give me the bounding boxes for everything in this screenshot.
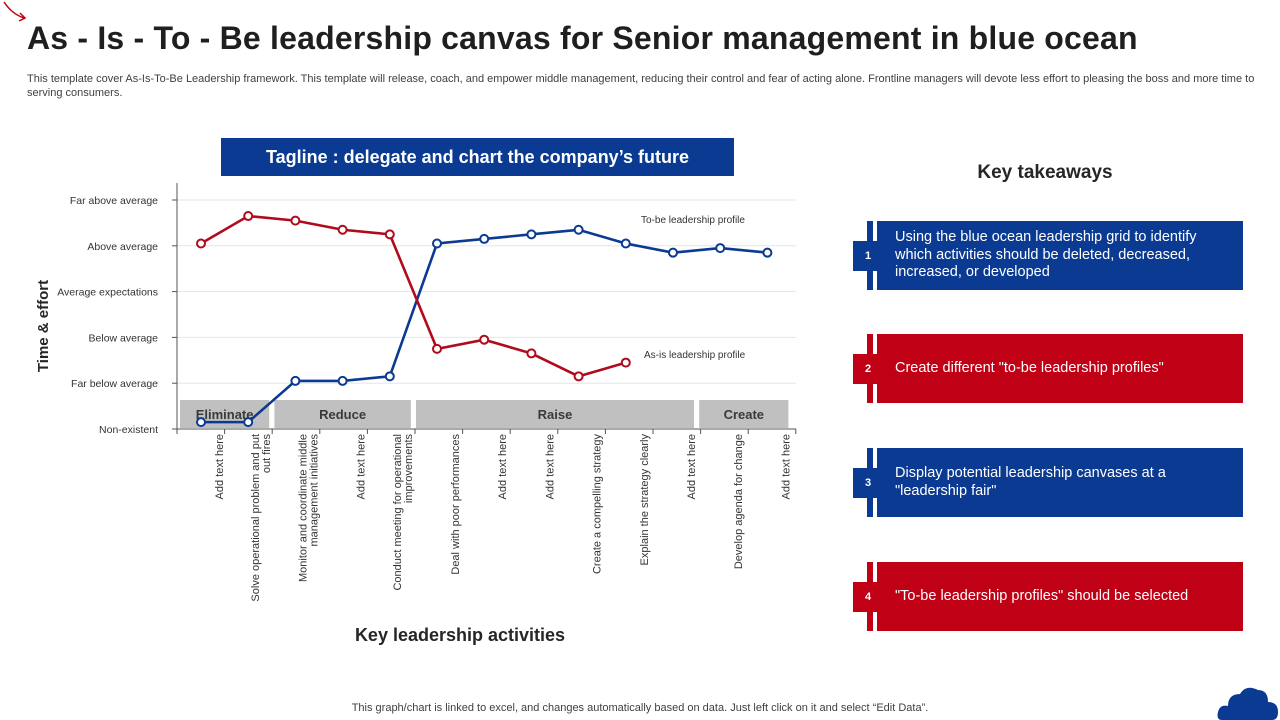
as-is-point [196,238,206,249]
takeaway-text: Create different "to-be leadership profi… [877,334,1243,403]
x-tick-label: Solve operational problem and putout fir… [250,434,273,602]
x-tick-label: Add text here [686,434,698,499]
as-is-point [384,229,395,240]
x-tick-label: Add text here [497,434,509,499]
to-be-point [668,247,678,258]
takeaway-card-3: 3 Display potential leadership canvases … [853,448,1243,517]
takeaway-text: Using the blue ocean leadership grid to … [877,221,1243,290]
to-be-point [526,229,537,240]
as-is-point [526,348,537,359]
category-band [699,400,789,428]
to-be-point [620,238,631,249]
y-tick-label: Below average [89,332,159,344]
y-tick-label: Average expectations [57,287,158,299]
to-be-point [337,375,348,386]
y-tick-label: Far above average [70,195,158,207]
takeaway-text: "To-be leadership profiles" should be se… [877,562,1243,631]
as-is-point [243,211,254,222]
page-subtitle: This template cover As-Is-To-Be Leadersh… [27,73,1255,99]
x-tick-label: Deal with poor performances [450,434,462,575]
to-be-point [762,247,773,258]
y-axis-title: Time & effort [35,280,52,372]
y-tick-label: Far below average [71,378,158,390]
as-is-series-line [200,214,627,378]
to-be-point [243,417,254,428]
to-be-point [290,375,301,386]
cloud-icon [1217,687,1278,720]
leadership-canvas-chart: Non-existent Far below average Below avera… [35,183,797,645]
as-is-point [573,371,584,382]
x-tick-label: Conduct meeting for operationalimproveme… [392,434,415,591]
as-is-point [337,224,348,235]
as-is-point [479,334,490,345]
chart-tagline: Tagline : delegate and chart the company… [221,138,734,176]
takeaway-card-4: 4 "To-be leadership profiles" should be … [853,562,1243,631]
y-tick-label: Above average [87,241,158,253]
takeaway-card-1: 1 Using the blue ocean leadership grid t… [853,221,1243,290]
to-be-annotation: To-be leadership profile [641,215,745,226]
category-band-label: Reduce [319,407,366,422]
x-tick-label: Add text here [780,434,792,499]
footnote: This graph/chart is linked to excel, and… [351,702,929,714]
corner-arrow-icon [3,1,27,22]
category-band [416,400,694,428]
as-is-point [290,215,301,226]
as-is-point [620,357,631,368]
to-be-point [384,371,395,382]
category-band-label: Eliminate [196,407,254,422]
to-be-point [432,238,442,249]
x-tick-label: Explain the strategy clearly [639,434,651,566]
to-be-point [196,417,206,428]
x-tick-label: Monitor and coordinate middlemanagement … [297,434,320,582]
x-axis-title: Key leadership activities [355,625,565,645]
key-takeaways-title: Key takeaways [977,162,1113,183]
to-be-point [573,224,584,235]
x-tick-label: Add text here [356,434,368,499]
to-be-series-line [201,228,768,424]
page-title: As - Is - To - Be leadership canvas for … [27,20,1138,56]
y-tick-label: Non-existent [99,424,158,436]
category-band-label: Raise [538,407,573,422]
x-tick-label: Create a compelling strategy [592,434,604,575]
takeaway-text: Display potential leadership canvases at… [877,448,1243,517]
as-is-annotation: As-is leadership profile [644,350,746,361]
x-tick-label: Add text here [214,434,226,499]
takeaway-card-2: 2 Create different "to-be leadership pro… [853,334,1243,403]
to-be-point [479,233,490,244]
category-band-label: Create [724,407,764,422]
category-band [274,400,411,428]
x-tick-label: Add text here [544,434,556,499]
to-be-point [715,243,726,254]
x-tick-label: Develop agenda for change [733,434,745,569]
as-is-point [432,343,442,354]
